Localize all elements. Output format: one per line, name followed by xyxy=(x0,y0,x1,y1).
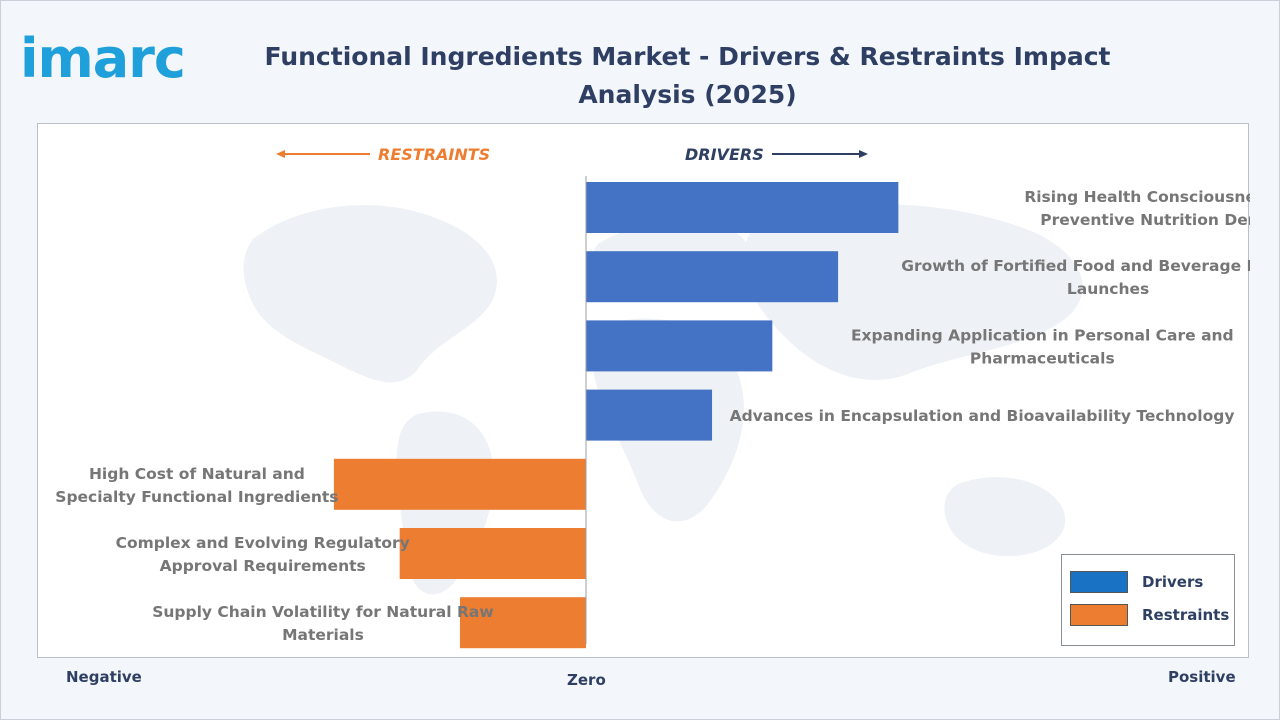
legend-label-drivers: Drivers xyxy=(1142,573,1204,591)
legend-swatch-restraints xyxy=(1070,604,1128,626)
driver-label-4: Advances in Encapsulation and Bioavailab… xyxy=(730,407,1235,425)
driver-label-1: Rising Health Consciousness andPreventiv… xyxy=(1024,188,1250,229)
drivers-arrowhead-icon xyxy=(859,150,868,158)
restraints-arrowhead-icon xyxy=(276,150,285,158)
restraint-bar-6 xyxy=(399,528,586,579)
driver-bar-4 xyxy=(586,389,713,441)
driver-bar-3 xyxy=(586,320,773,372)
restraints-direction-label: RESTRAINTS xyxy=(378,145,490,164)
legend: Drivers Restraints xyxy=(1061,554,1235,646)
bar-labels: Rising Health Consciousness andPreventiv… xyxy=(55,188,1250,644)
restraint-bar-5 xyxy=(333,458,586,510)
legend-label-restraints: Restraints xyxy=(1142,606,1230,624)
legend-swatch-drivers xyxy=(1070,571,1128,593)
driver-label-2: Growth of Fortified Food and Beverage Pr… xyxy=(901,257,1250,298)
chart-panel: RESTRAINTS DRIVERS Rising Health Consciou… xyxy=(37,123,1250,658)
logo-text: imarc xyxy=(20,27,186,90)
direction-indicators: RESTRAINTS DRIVERS xyxy=(276,145,868,164)
legend-item-restraints: Restraints xyxy=(1070,604,1229,626)
driver-bar-1 xyxy=(586,182,899,233)
drivers-direction-label: DRIVERS xyxy=(685,145,764,164)
axis-label-negative: Negative xyxy=(66,668,142,686)
imarc-logo: imarc xyxy=(20,26,210,86)
driver-bar-2 xyxy=(586,251,839,303)
axis-label-zero: Zero xyxy=(567,671,606,689)
chart-plot: RESTRAINTS DRIVERS Rising Health Consciou… xyxy=(55,145,1250,649)
restraint-label-6: Complex and Evolving Regulatory Approval … xyxy=(116,534,410,575)
axis-label-positive: Positive xyxy=(1168,668,1236,686)
chart-title: Functional Ingredients Market - Drivers … xyxy=(264,42,1111,109)
driver-label-3: Expanding Application in Personal Care a… xyxy=(851,326,1234,367)
restraint-label-5: High Cost of Natural and Specialty Functi… xyxy=(55,465,338,506)
legend-item-drivers: Drivers xyxy=(1070,571,1203,593)
bars xyxy=(333,182,899,649)
restraint-label-7: Supply Chain Volatility for Natural Raw M… xyxy=(152,603,493,644)
restraint-bar-7 xyxy=(459,597,586,649)
